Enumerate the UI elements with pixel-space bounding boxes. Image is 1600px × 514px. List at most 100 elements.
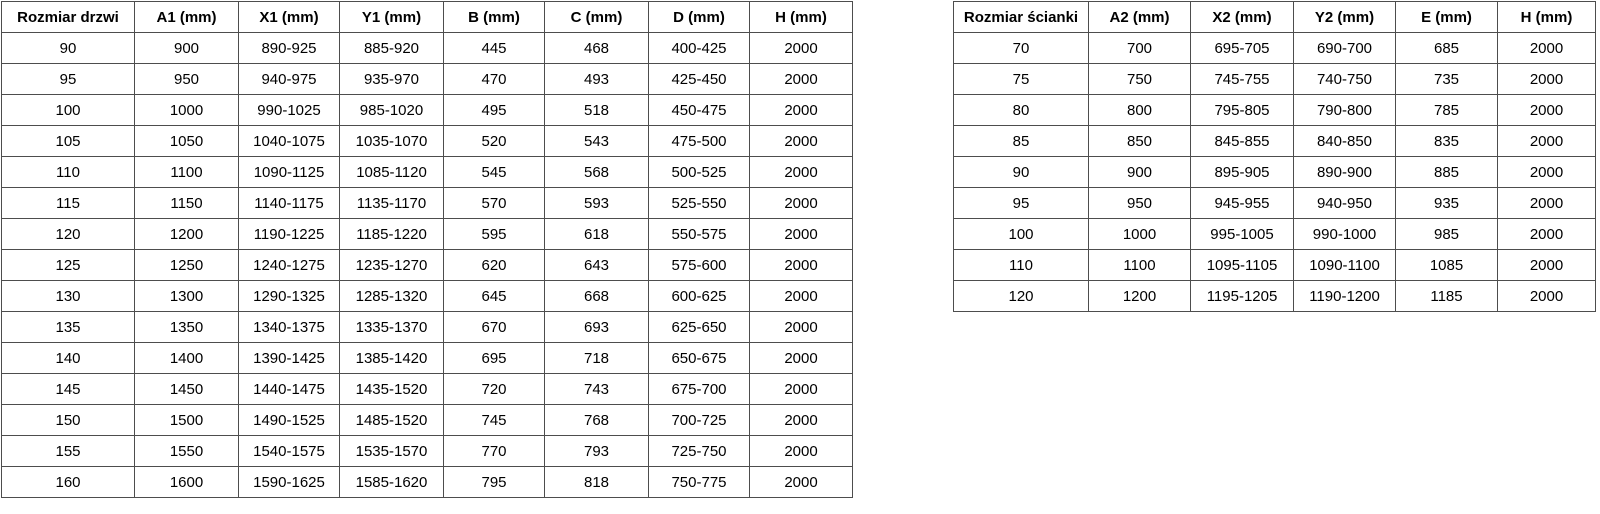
table-cell: 1090-1100: [1293, 249, 1396, 281]
table-cell: 1440-1475: [238, 373, 340, 405]
table-cell: 2000: [749, 249, 853, 281]
table-row: 120 1200 1190-1225 1185-1220 595 618 550-575 20…: [1, 218, 853, 250]
table-cell: 625-650: [648, 311, 750, 343]
table-cell: 1095-1105: [1190, 249, 1294, 281]
table-cell: 890-925: [238, 32, 340, 64]
table-cell: 795-805: [1190, 94, 1294, 126]
table-cell: 2000: [749, 373, 853, 405]
table-cell: 2000: [749, 311, 853, 343]
table-cell: 130: [1, 280, 135, 312]
table-cell: 1200: [1088, 280, 1191, 312]
table-cell: 2000: [749, 156, 853, 188]
table-row: 155 1550 1540-1575 1535-1570 770 793 725-750 20…: [1, 435, 853, 467]
table-row: 70 700 695-705 690-700 685 2000: [953, 32, 1596, 64]
table-cell: 90: [953, 156, 1089, 188]
table-row: 110 1100 1095-1105 1090-1100 1085 2000: [953, 249, 1596, 281]
column-header: Y2 (mm): [1293, 1, 1396, 33]
table-cell: 2000: [749, 435, 853, 467]
table-cell: 695-705: [1190, 32, 1294, 64]
table-cell: 800: [1088, 94, 1191, 126]
table-cell: 400-425: [648, 32, 750, 64]
table-cell: 1050: [134, 125, 239, 157]
table-row: 95 950 940-975 935-970 470 493 425-450 2000: [1, 63, 853, 95]
table-cell: 125: [1, 249, 135, 281]
table-row: 140 1400 1390-1425 1385-1420 695 718 650-675 20…: [1, 342, 853, 374]
table-cell: 1150: [134, 187, 239, 219]
table-cell: 745-755: [1190, 63, 1294, 95]
table-cell: 750: [1088, 63, 1191, 95]
table-cell: 935-970: [339, 63, 444, 95]
table-cell: 155: [1, 435, 135, 467]
table-cell: 1600: [134, 466, 239, 498]
table-cell: 700-725: [648, 404, 750, 436]
header-row: Rozmiar ścianki A2 (mm) X2 (mm) Y2 (mm) E (m…: [953, 1, 1596, 33]
table-row: 75 750 745-755 740-750 735 2000: [953, 63, 1596, 95]
table-cell: 495: [443, 94, 545, 126]
table-cell: 493: [544, 63, 649, 95]
table-cell: 1100: [134, 156, 239, 188]
table-cell: 940-975: [238, 63, 340, 95]
table-row: 120 1200 1195-1205 1190-1200 1185 2000: [953, 280, 1596, 312]
table-cell: 693: [544, 311, 649, 343]
table-cell: 543: [544, 125, 649, 157]
table-cell: 2000: [1497, 125, 1596, 157]
table-row: 100 1000 990-1025 985-1020 495 518 450-475 2000: [1, 94, 853, 126]
table-cell: 1200: [134, 218, 239, 250]
table-cell: 1500: [134, 404, 239, 436]
column-header: E (mm): [1395, 1, 1498, 33]
table-cell: 1350: [134, 311, 239, 343]
table-cell: 90: [1, 32, 135, 64]
table-cell: 140: [1, 342, 135, 374]
table-cell: 568: [544, 156, 649, 188]
table-cell: 985: [1395, 218, 1498, 250]
table-cell: 135: [1, 311, 135, 343]
table-cell: 1235-1270: [339, 249, 444, 281]
table-cell: 618: [544, 218, 649, 250]
table-cell: 750-775: [648, 466, 750, 498]
table-cell: 2000: [749, 32, 853, 64]
table-cell: 2000: [1497, 156, 1596, 188]
table-cell: 518: [544, 94, 649, 126]
header-row: Rozmiar drzwi A1 (mm) X1 (mm) Y1 (mm) B (mm)…: [1, 1, 853, 33]
table-cell: 1085-1120: [339, 156, 444, 188]
table-cell: 1340-1375: [238, 311, 340, 343]
table-cell: 545: [443, 156, 545, 188]
table-cell: 643: [544, 249, 649, 281]
table-cell: 995-1005: [1190, 218, 1294, 250]
table-cell: 1485-1520: [339, 404, 444, 436]
table-cell: 720: [443, 373, 545, 405]
table-cell: 793: [544, 435, 649, 467]
table-cell: 670: [443, 311, 545, 343]
table-row: 100 1000 995-1005 990-1000 985 2000: [953, 218, 1596, 250]
table-cell: 940-950: [1293, 187, 1396, 219]
table-cell: 2000: [749, 342, 853, 374]
table-cell: 100: [953, 218, 1089, 250]
table-cell: 745: [443, 404, 545, 436]
table-cell: 1400: [134, 342, 239, 374]
table-cell: 1000: [1088, 218, 1191, 250]
column-header: X1 (mm): [238, 1, 340, 33]
table-cell: 743: [544, 373, 649, 405]
table-cell: 575-600: [648, 249, 750, 281]
table-cell: 890-900: [1293, 156, 1396, 188]
table-cell: 2000: [1497, 249, 1596, 281]
table-row: 85 850 845-855 840-850 835 2000: [953, 125, 1596, 157]
table-cell: 740-750: [1293, 63, 1396, 95]
table-cell: 1390-1425: [238, 342, 340, 374]
table-cell: 768: [544, 404, 649, 436]
column-header: Rozmiar ścianki: [953, 1, 1089, 33]
table-cell: 2000: [749, 466, 853, 498]
table-cell: 600-625: [648, 280, 750, 312]
table-cell: 150: [1, 404, 135, 436]
table-cell: 525-550: [648, 187, 750, 219]
table-cell: 1035-1070: [339, 125, 444, 157]
table-cell: 690-700: [1293, 32, 1396, 64]
table-cell: 895-905: [1190, 156, 1294, 188]
table-cell: 1190-1200: [1293, 280, 1396, 312]
table-cell: 1140-1175: [238, 187, 340, 219]
table-cell: 80: [953, 94, 1089, 126]
table-cell: 2000: [749, 187, 853, 219]
table-cell: 2000: [1497, 187, 1596, 219]
table-cell: 115: [1, 187, 135, 219]
table-cell: 2000: [1497, 218, 1596, 250]
